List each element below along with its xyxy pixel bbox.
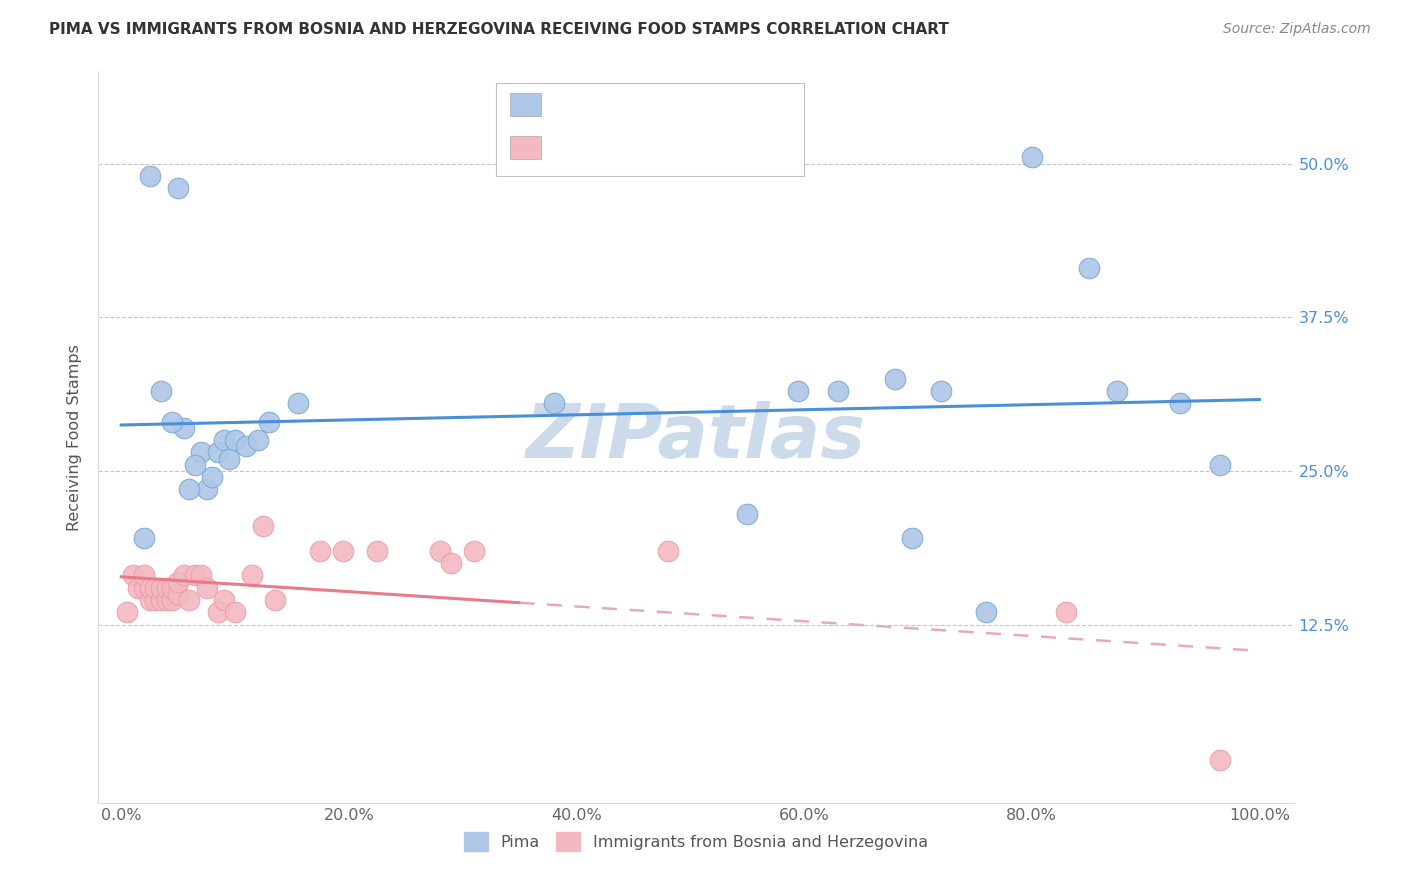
Point	[240, 568, 263, 582]
Point	[143, 581, 166, 595]
Point	[162, 593, 184, 607]
Point	[224, 433, 246, 447]
Point	[173, 421, 195, 435]
Point	[929, 384, 952, 398]
Text: Source: ZipAtlas.com: Source: ZipAtlas.com	[1223, 22, 1371, 37]
Point	[115, 605, 138, 619]
Point	[162, 415, 184, 429]
Point	[735, 507, 758, 521]
Text: 32: 32	[681, 97, 700, 112]
Text: R =: R =	[547, 140, 576, 154]
Point	[827, 384, 849, 398]
Point	[138, 593, 160, 607]
Point	[150, 384, 173, 398]
Point	[132, 568, 155, 582]
Point	[167, 587, 190, 601]
Point	[1168, 396, 1191, 410]
Point	[195, 581, 218, 595]
Point	[366, 543, 388, 558]
Point	[1021, 150, 1043, 164]
Point	[179, 483, 201, 497]
Y-axis label: Receiving Food Stamps: Receiving Food Stamps	[67, 343, 83, 531]
Point	[138, 169, 160, 183]
Point	[1208, 753, 1230, 767]
Text: R =: R =	[547, 97, 576, 112]
Point	[224, 605, 246, 619]
Point	[150, 581, 173, 595]
Text: -0.094: -0.094	[589, 140, 641, 154]
Point	[235, 439, 257, 453]
Point	[257, 415, 280, 429]
Point	[201, 470, 224, 484]
Point	[207, 605, 229, 619]
Point	[132, 532, 155, 546]
Point	[309, 543, 332, 558]
Point	[195, 483, 218, 497]
Point	[543, 396, 565, 410]
Point	[162, 581, 184, 595]
Point	[246, 433, 269, 447]
Text: 0.335: 0.335	[589, 97, 634, 112]
Point	[190, 445, 212, 459]
Point	[332, 543, 354, 558]
Point	[657, 543, 679, 558]
Legend: Pima, Immigrants from Bosnia and Herzegovina: Pima, Immigrants from Bosnia and Herzego…	[458, 826, 934, 857]
Text: 37: 37	[681, 140, 700, 154]
Point	[184, 458, 207, 472]
Point	[212, 593, 235, 607]
Text: ZIPatlas: ZIPatlas	[526, 401, 866, 474]
Point	[127, 581, 149, 595]
Point	[1054, 605, 1077, 619]
Point	[787, 384, 810, 398]
Point	[156, 593, 179, 607]
Point	[190, 568, 212, 582]
Point	[212, 433, 235, 447]
Point	[207, 445, 229, 459]
Point	[173, 568, 195, 582]
Point	[463, 543, 485, 558]
Point	[884, 372, 907, 386]
Point	[263, 593, 285, 607]
Text: N =: N =	[641, 97, 672, 112]
Point	[1077, 261, 1099, 276]
Point	[121, 568, 143, 582]
Point	[901, 532, 924, 546]
Point	[440, 556, 463, 570]
Text: PIMA VS IMMIGRANTS FROM BOSNIA AND HERZEGOVINA RECEIVING FOOD STAMPS CORRELATION: PIMA VS IMMIGRANTS FROM BOSNIA AND HERZE…	[49, 22, 949, 37]
Point	[156, 581, 179, 595]
Point	[179, 593, 201, 607]
Point	[974, 605, 997, 619]
Point	[150, 593, 173, 607]
Text: N =: N =	[641, 140, 672, 154]
Point	[138, 581, 160, 595]
Point	[1208, 458, 1230, 472]
Point	[167, 181, 190, 195]
Point	[287, 396, 309, 410]
Point	[252, 519, 274, 533]
Point	[1107, 384, 1129, 398]
Point	[429, 543, 451, 558]
Point	[218, 451, 240, 466]
Point	[143, 593, 166, 607]
Point	[167, 574, 190, 589]
Point	[184, 568, 207, 582]
Point	[132, 581, 155, 595]
